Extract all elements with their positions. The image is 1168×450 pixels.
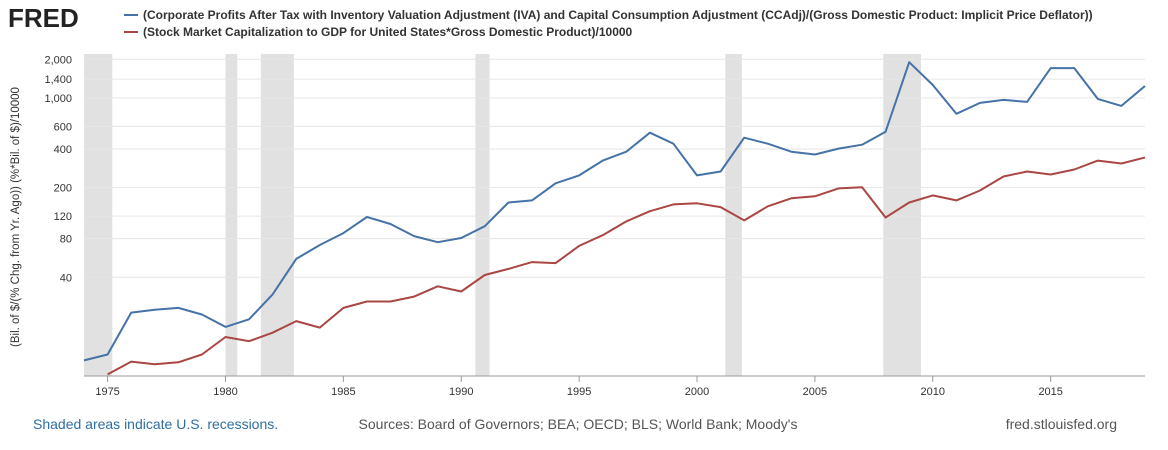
series-line xyxy=(83,61,1146,362)
x-tick-label: 1975 xyxy=(95,386,119,398)
recession-band xyxy=(260,54,294,376)
y-tick-label: 200 xyxy=(54,183,72,195)
x-tick-label: 2010 xyxy=(921,386,945,398)
x-tick-label: 1980 xyxy=(213,386,237,398)
x-tick-label: 2015 xyxy=(1038,386,1062,398)
y-tick-label: 2,000 xyxy=(44,54,72,66)
y-tick-label: 400 xyxy=(54,144,72,156)
y-tick-label: 120 xyxy=(54,211,72,223)
recession-band xyxy=(225,54,238,376)
y-tick-label: 1,400 xyxy=(44,74,72,86)
y-tick-label: 40 xyxy=(60,272,72,284)
y-tick-label: 600 xyxy=(54,121,72,133)
y-axis-label: (Bil. of $/(% Chg. from Yr. Ago)) (%*Bil… xyxy=(10,87,22,347)
y-tick-label: 1,000 xyxy=(44,93,72,105)
x-tick-label: 2000 xyxy=(685,386,709,398)
recession-band xyxy=(84,54,113,376)
recession-note: Shaded areas indicate U.S. recessions. xyxy=(33,416,278,432)
legend-label: (Stock Market Capitalization to GDP for … xyxy=(143,25,633,39)
x-tick-label: 2005 xyxy=(803,386,827,398)
x-tick-label: 1985 xyxy=(331,386,355,398)
legend-label: (Corporate Profits After Tax with Invent… xyxy=(143,8,1093,22)
y-tick-label: 80 xyxy=(60,234,72,246)
source: Sources: Board of Governors; BEA; OECD; … xyxy=(359,416,798,432)
site: fred.stlouisfed.org xyxy=(1006,416,1117,432)
recession-band xyxy=(475,54,490,376)
x-tick-label: 1990 xyxy=(449,386,473,398)
series-line xyxy=(107,156,1146,376)
x-tick-label: 1995 xyxy=(567,386,591,398)
logo: FRED xyxy=(8,3,79,33)
